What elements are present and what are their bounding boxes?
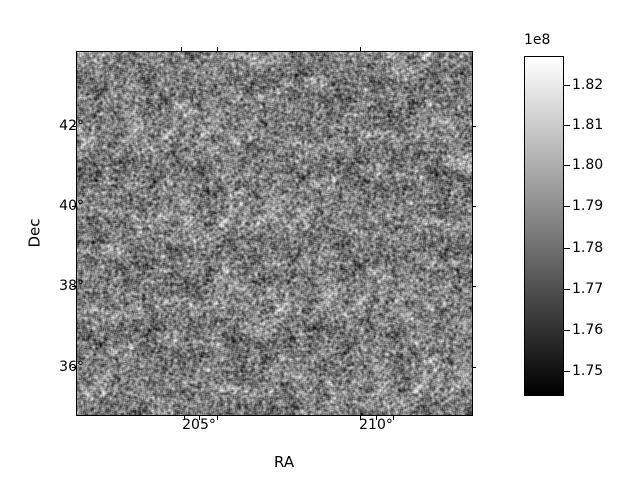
y-tick-label: 36° xyxy=(59,359,84,375)
colorbar-tick xyxy=(564,125,570,126)
x-axis-title: RA xyxy=(274,453,294,471)
x-minor-tick xyxy=(217,416,218,420)
y-axis-title: Dec xyxy=(26,218,44,247)
y-minor-tick xyxy=(472,367,476,368)
colorbar-tick-label: 1.82 xyxy=(572,77,603,93)
colorbar[interactable] xyxy=(524,56,564,396)
y-minor-tick xyxy=(472,286,476,287)
colorbar-tick-label: 1.81 xyxy=(572,117,603,133)
x-tick-label: 210° xyxy=(359,417,393,433)
y-tick-label: 40° xyxy=(59,198,84,214)
x-minor-tick xyxy=(393,416,394,420)
heatmap-canvas[interactable] xyxy=(76,51,473,416)
colorbar-tick-label: 1.78 xyxy=(572,240,603,256)
y-minor-tick xyxy=(472,206,476,207)
colorbar-tick-label: 1.77 xyxy=(572,281,603,297)
colorbar-tick xyxy=(564,330,570,331)
colorbar-tick-label: 1.80 xyxy=(572,157,603,173)
y-minor-tick xyxy=(472,126,476,127)
colorbar-tick xyxy=(564,165,570,166)
colorbar-canvas[interactable] xyxy=(524,56,564,396)
colorbar-exponent-label: 1e8 xyxy=(524,32,550,48)
heatmap-figure: 205° 210° 42° 40° 38° 36° RA Dec 1e8 1.8… xyxy=(0,0,640,480)
colorbar-tick-label: 1.75 xyxy=(572,363,603,379)
y-tick-label: 42° xyxy=(59,118,84,134)
colorbar-tick-label: 1.79 xyxy=(572,198,603,214)
y-tick-label: 38° xyxy=(59,278,84,294)
colorbar-tick xyxy=(564,371,570,372)
colorbar-tick-label: 1.76 xyxy=(572,322,603,338)
colorbar-tick xyxy=(564,289,570,290)
x-minor-tick xyxy=(181,47,182,51)
x-tick-label: 205° xyxy=(182,417,216,433)
colorbar-tick xyxy=(564,206,570,207)
colorbar-tick xyxy=(564,248,570,249)
x-minor-tick xyxy=(217,47,218,51)
x-minor-tick xyxy=(360,47,361,51)
colorbar-tick xyxy=(564,85,570,86)
